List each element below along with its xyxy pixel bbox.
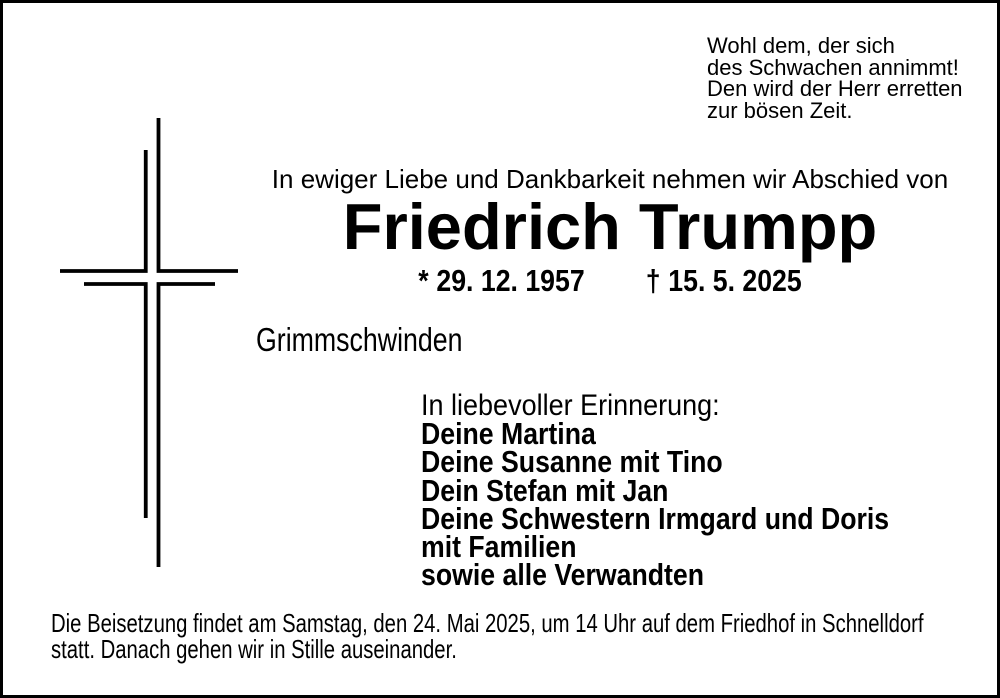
death-date-value: 15. 5. 2025: [668, 263, 802, 298]
life-dates: * 29. 12. 1957 † 15. 5. 2025: [300, 263, 919, 299]
deceased-name: Friedrich Trumpp: [342, 190, 878, 263]
place-name: Grimmschwinden: [256, 321, 463, 358]
memorial-verse: Wohl dem, der sich des Schwachen annimmt…: [707, 35, 963, 122]
birth-date: * 29. 12. 1957: [418, 263, 584, 298]
verse-line: des Schwachen annimmt!: [707, 54, 959, 80]
death-dagger-icon: †: [645, 263, 661, 298]
mourner-line: sowie alle Verwandten: [421, 557, 705, 593]
mourners-list: Deine Martina Deine Susanne mit Tino Dei…: [421, 416, 890, 593]
birth-asterisk-icon: *: [418, 263, 429, 298]
notice-header: In ewiger Liebe und Dankbarkeit nehmen w…: [250, 0, 970, 320]
funeral-info: Die Beisetzung findet am Samstag, den 24…: [51, 608, 924, 664]
funeral-info-line: Die Beisetzung findet am Samstag, den 24…: [51, 608, 924, 638]
remembrance-heading: In liebevoller Erinnerung:: [421, 389, 720, 422]
mourner-line: Deine Susanne mit Tino: [421, 444, 723, 480]
death-date: † 15. 5. 2025: [646, 263, 802, 298]
funeral-info-line: statt. Danach gehen wir in Stille ausein…: [51, 633, 457, 664]
intro-line: In ewiger Liebe und Dankbarkeit nehmen w…: [271, 164, 949, 194]
verse-line: zur bösen Zeit.: [707, 98, 853, 124]
mourner-line: Deine Schwestern Irmgard und Doris: [421, 500, 890, 536]
birth-date-value: 29. 12. 1957: [436, 263, 585, 298]
mourner-line: mit Familien: [421, 529, 577, 565]
mourner-line: Dein Stefan mit Jan: [421, 472, 669, 508]
mourner-line: Deine Martina: [421, 416, 596, 451]
cross-icon: [60, 118, 238, 567]
verse-line: Wohl dem, der sich: [707, 33, 895, 58]
verse-line: Den wird der Herr erretten: [707, 76, 963, 102]
